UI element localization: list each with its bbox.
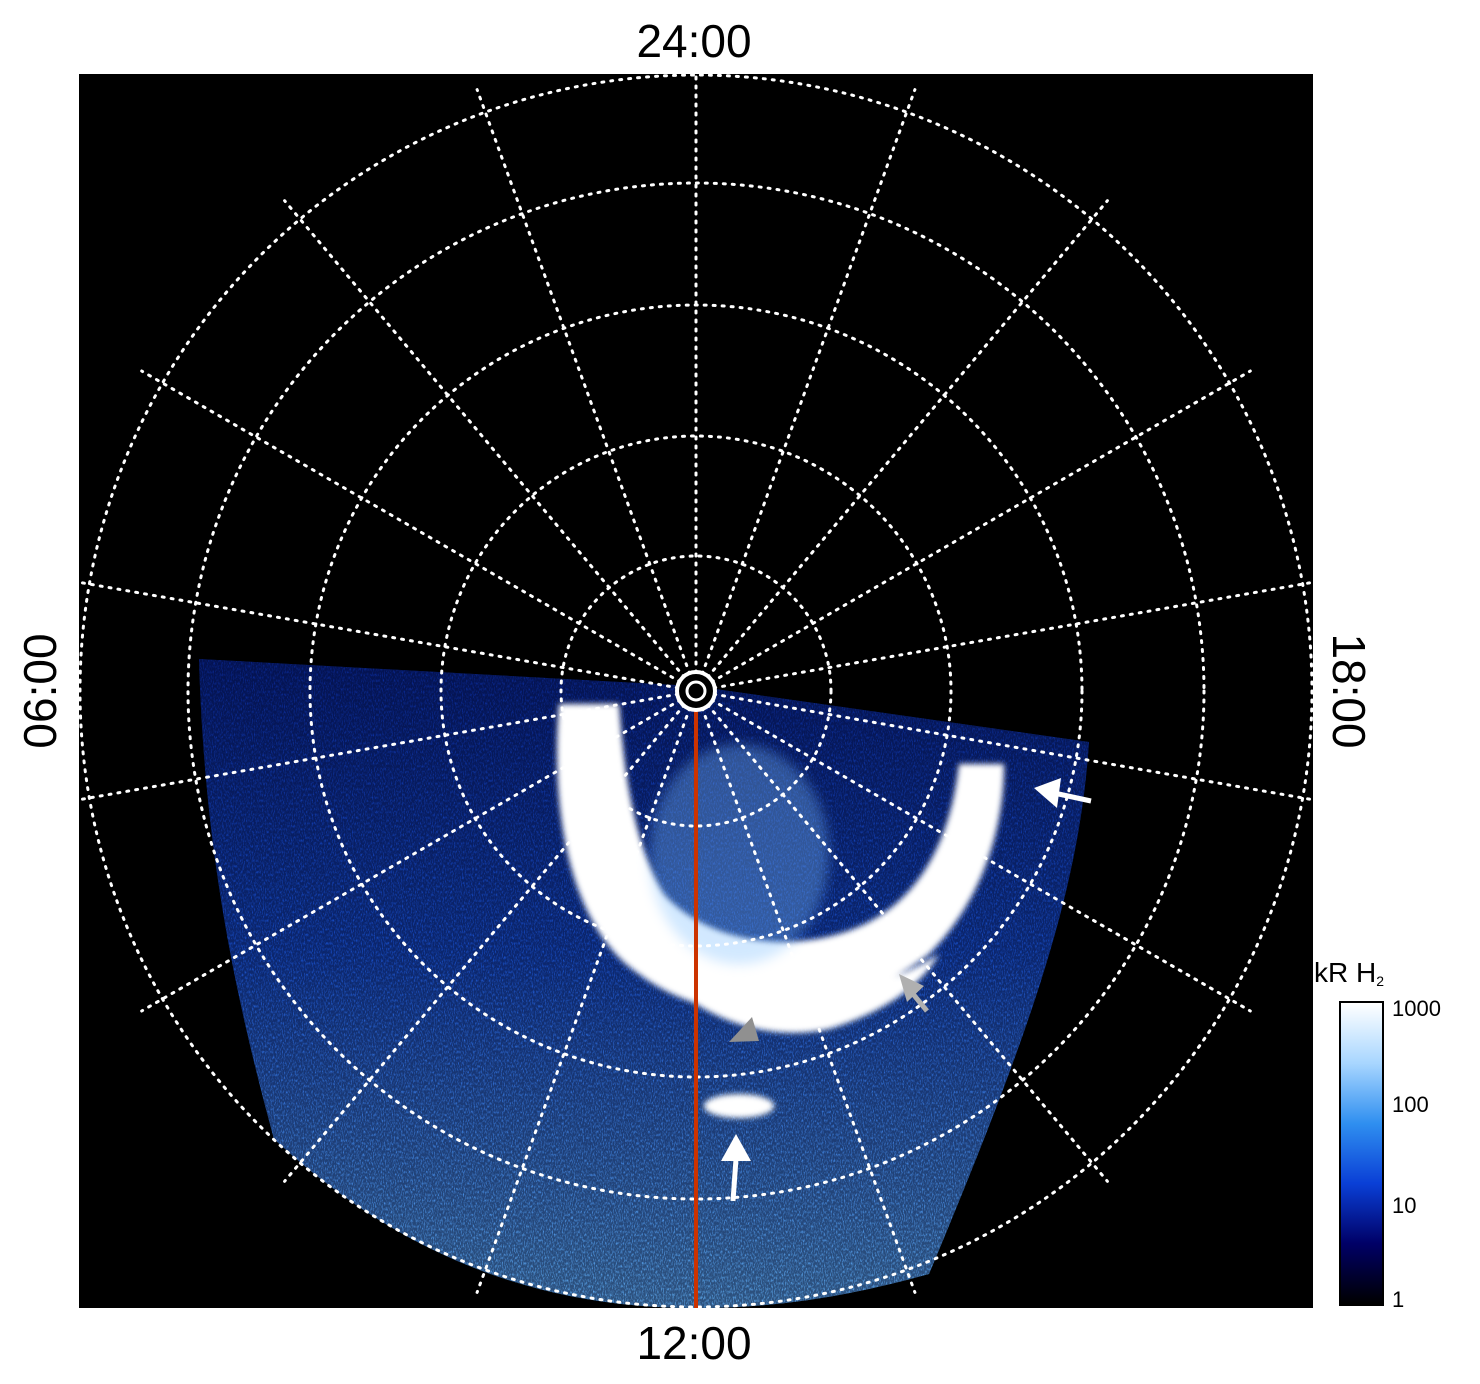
arrow-gray-oval-right (899, 974, 929, 1013)
meridian-line (79, 580, 698, 693)
colorbar-tick-1: 1 (1392, 1287, 1405, 1312)
meridian-line (140, 369, 698, 693)
meridian-line (283, 689, 698, 1183)
auroral-oval (557, 704, 1004, 1118)
meridian-line (140, 689, 698, 1013)
meridian-line (283, 199, 698, 693)
colorbar (1339, 1001, 1384, 1306)
local-time-label-noon: 12:00 (636, 1317, 752, 1369)
arrow-white-dusk (1034, 778, 1092, 808)
arrow-gray-oval-center (729, 1017, 759, 1042)
local-time-meridians (79, 74, 1313, 1308)
arrow-white-noon (721, 1134, 751, 1202)
colorbar-title: kR H2 (1314, 957, 1385, 989)
meridian-line (694, 580, 1313, 693)
meridian-line (694, 689, 1313, 802)
local-time-label-dawn: 06:00 (14, 633, 66, 749)
colorbar-tick-1000: 1000 (1392, 996, 1441, 1021)
polar-projection-image (79, 74, 1313, 1308)
meridian-line (79, 689, 698, 802)
meridian-line (694, 199, 1109, 693)
meridian-line (694, 88, 917, 693)
colorbar-tick-100: 100 (1392, 1092, 1429, 1117)
local-time-label-midnight: 24:00 (636, 15, 752, 67)
meridian-line (694, 369, 1252, 693)
colorbar-tick-10: 10 (1392, 1193, 1417, 1218)
meridian-line (694, 689, 917, 1294)
pole-marker (675, 670, 717, 712)
local-time-label-dusk: 18:00 (1323, 633, 1375, 749)
meridian-line (694, 689, 1109, 1183)
meridian-line (475, 689, 698, 1294)
polar-projection-svg (79, 74, 1313, 1308)
meridian-line (694, 689, 1252, 1013)
meridian-line (475, 88, 698, 693)
